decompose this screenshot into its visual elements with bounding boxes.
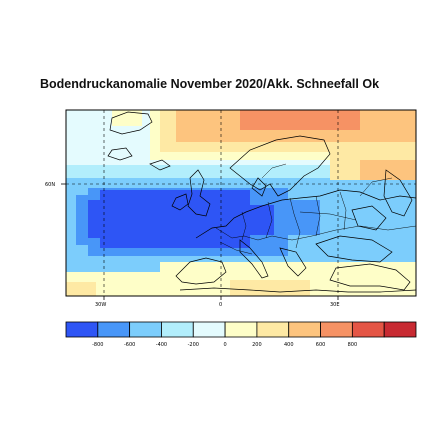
graticule xyxy=(66,110,416,296)
colorbar-swatch xyxy=(97,321,131,338)
colorbar-tick-label: 600 xyxy=(316,342,326,348)
colorbar-tick-label: 0 xyxy=(223,342,226,348)
colorbar-swatch xyxy=(65,321,99,338)
colorbar-tick-label: 200 xyxy=(252,342,262,348)
colorbar-swatch xyxy=(224,321,258,338)
colorbar-swatch xyxy=(129,321,162,338)
colorbar-tick-label: -800 xyxy=(92,342,103,348)
colorbar-tick-label: -600 xyxy=(124,342,135,348)
colorbar-swatch xyxy=(351,321,385,338)
colorbar-swatch xyxy=(320,321,353,338)
colorbar-tick-label: -200 xyxy=(188,342,199,348)
atlantic-low xyxy=(76,188,320,256)
lon-label-30w: 30W xyxy=(95,302,106,308)
axis-ticks xyxy=(61,183,339,300)
country-borders xyxy=(215,163,416,255)
colorbar-swatch xyxy=(256,321,290,338)
colorbar-swatch xyxy=(383,321,417,338)
colorbar: -800 -600 -400 -200 0 200 400 600 800 xyxy=(65,321,417,348)
coastlines xyxy=(107,111,416,293)
colorbar-swatch xyxy=(161,321,194,338)
lon-label-0: 0 xyxy=(219,302,222,308)
lon-label-30e: 30E xyxy=(330,302,340,308)
map-title: Bodendruckanomalie November 2020/Akk. Sc… xyxy=(40,77,380,91)
lat-label-60n: 60N xyxy=(45,182,55,188)
colorbar-swatch xyxy=(288,321,321,338)
colorbar-swatch xyxy=(192,321,226,338)
colorbar-tick-label: 400 xyxy=(284,342,294,348)
colorbar-tick-label: -400 xyxy=(156,342,167,348)
colorbar-tick-label: 800 xyxy=(348,342,358,348)
map-frame xyxy=(65,109,417,297)
